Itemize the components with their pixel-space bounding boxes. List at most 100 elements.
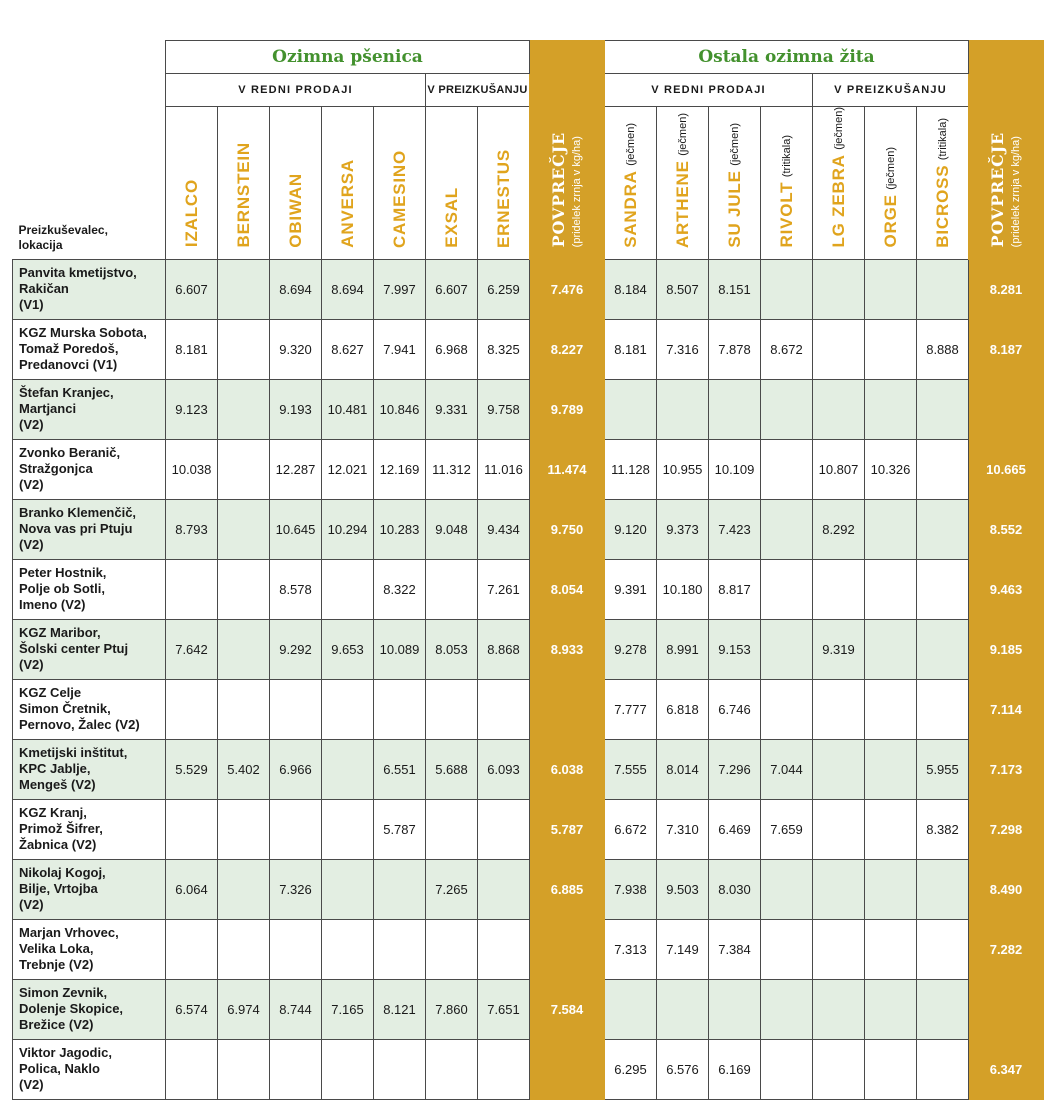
yield-cell xyxy=(477,678,530,740)
yield-cell xyxy=(812,918,865,980)
yield-cell: 6.672 xyxy=(604,798,657,860)
yield-cell xyxy=(760,918,813,980)
variety-crop-type: (ječmen) xyxy=(884,147,897,190)
yield-cell: 8.744 xyxy=(269,978,322,1040)
other-average-cell xyxy=(968,378,1044,440)
yield-cell xyxy=(760,858,813,920)
yield-cell xyxy=(916,918,969,980)
yield-cell: 9.391 xyxy=(604,558,657,620)
tester-location-line: Tomaž Poredoš, xyxy=(19,341,119,357)
yield-cell: 6.607 xyxy=(425,258,478,320)
yield-cell xyxy=(165,798,218,860)
tester-location-line: (V2) xyxy=(19,1077,44,1093)
yield-cell xyxy=(760,258,813,320)
yield-cell: 9.048 xyxy=(425,498,478,560)
wheat-average-cell: 5.787 xyxy=(529,798,605,860)
yield-cell xyxy=(269,918,322,980)
yield-cell: 8.991 xyxy=(656,618,709,680)
yield-cell xyxy=(916,1038,969,1100)
tester-location-line: (V2) xyxy=(19,537,44,553)
variety-name: ERNESTUS xyxy=(493,148,513,248)
yield-cell xyxy=(760,678,813,740)
yield-cell xyxy=(165,678,218,740)
variety-header: ERNESTUS xyxy=(477,106,530,260)
yield-cell: 7.149 xyxy=(656,918,709,980)
wheat-average-header: POVPREČJE (pridelek zrnja v kg/ha) xyxy=(529,40,605,260)
yield-cell xyxy=(321,1038,374,1100)
yield-cell xyxy=(373,858,426,920)
yield-cell: 6.968 xyxy=(425,318,478,380)
yield-cell: 7.555 xyxy=(604,738,657,800)
yield-cell: 12.169 xyxy=(373,438,426,500)
yield-cell: 8.382 xyxy=(916,798,969,860)
yield-cell: 9.373 xyxy=(656,498,709,560)
yield-cell: 9.320 xyxy=(269,318,322,380)
table-row: Viktor Jagodic, Polica, Naklo (V2) 6.295 6.5… xyxy=(12,1038,1044,1100)
yield-cell xyxy=(321,918,374,980)
yield-cell: 10.180 xyxy=(656,558,709,620)
variety-header: OBIWAN xyxy=(269,106,322,260)
tester-location-line: Stražgonjca xyxy=(19,461,93,477)
tester-location: Marjan Vrhovec, Velika Loka, Trebnje (V2) xyxy=(12,918,166,980)
yield-cell: 9.503 xyxy=(656,858,709,920)
tester-location-line: Rakičan xyxy=(19,281,69,297)
yield-cell: 10.283 xyxy=(373,498,426,560)
yield-cell: 7.313 xyxy=(604,918,657,980)
variety-name: OBIWAN xyxy=(285,172,305,248)
table-row: KGZ Celje Simon Čretnik, Pernovo, Žalec (V… xyxy=(12,678,1044,740)
yield-cell: 12.021 xyxy=(321,438,374,500)
yield-cell xyxy=(812,738,865,800)
yield-cell xyxy=(477,918,530,980)
yield-cell xyxy=(217,678,270,740)
table-row: KGZ Maribor, Šolski center Ptuj (V2) 7.642 9… xyxy=(12,618,1044,680)
wheat-average-cell: 7.584 xyxy=(529,978,605,1040)
yield-cell: 6.966 xyxy=(269,738,322,800)
tester-location-line: Šolski center Ptuj xyxy=(19,641,129,657)
variety-header: BICROSS (tritikala) xyxy=(916,106,969,260)
yield-cell: 6.746 xyxy=(708,678,761,740)
yield-cell: 7.384 xyxy=(708,918,761,980)
yield-cell xyxy=(916,258,969,320)
other-average-header: POVPREČJE (pridelek zrnja v kg/ha) xyxy=(968,40,1044,260)
tester-location-line: KGZ Murska Sobota, xyxy=(19,325,147,341)
tester-location: KGZ Maribor, Šolski center Ptuj (V2) xyxy=(12,618,166,680)
yield-cell: 8.181 xyxy=(165,318,218,380)
yield-cell xyxy=(425,918,478,980)
yield-cell: 7.316 xyxy=(656,318,709,380)
yield-cell xyxy=(269,798,322,860)
tester-location: KGZ Murska Sobota, Tomaž Poredoš, Predanov… xyxy=(12,318,166,380)
yield-cell: 8.507 xyxy=(656,258,709,320)
variety-name: RIVOLT xyxy=(776,181,796,248)
tester-location-line: Polica, Naklo xyxy=(19,1061,100,1077)
yield-cell: 8.151 xyxy=(708,258,761,320)
yield-cell: 6.576 xyxy=(656,1038,709,1100)
yield-cell xyxy=(812,258,865,320)
yield-cell: 5.955 xyxy=(916,738,969,800)
yield-cell: 7.642 xyxy=(165,618,218,680)
yield-cell xyxy=(864,258,917,320)
variety-crop-type: (ječmen) xyxy=(728,122,741,166)
yield-cell xyxy=(864,558,917,620)
yield-cell: 9.120 xyxy=(604,498,657,560)
yield-cell xyxy=(864,318,917,380)
yield-cell xyxy=(217,318,270,380)
tester-location-line: Brežice (V2) xyxy=(19,1017,94,1033)
wheat-average-label: POVPREČJE xyxy=(548,132,568,248)
yield-cell: 7.777 xyxy=(604,678,657,740)
yield-cell xyxy=(425,1038,478,1100)
other-average-cell xyxy=(968,978,1044,1040)
yield-cell: 10.807 xyxy=(812,438,865,500)
tester-location: KGZ Kranj, Primož Šifrer, Žabnica (V2) xyxy=(12,798,166,860)
wheat-average-cell xyxy=(529,918,605,980)
tester-location-line: Predanovci (V1) xyxy=(19,357,118,373)
variety-crop-type: (ječmen) xyxy=(624,122,637,166)
yield-cell: 7.938 xyxy=(604,858,657,920)
yield-cell: 6.259 xyxy=(477,258,530,320)
table-row: Marjan Vrhovec, Velika Loka, Trebnje (V2) 7… xyxy=(12,918,1044,980)
yield-cell: 12.287 xyxy=(269,438,322,500)
variety-name: EXSAL xyxy=(441,186,461,248)
yield-cell: 9.193 xyxy=(269,378,322,440)
yield-cell: 6.064 xyxy=(165,858,218,920)
yield-cell: 9.653 xyxy=(321,618,374,680)
tester-location: Viktor Jagodic, Polica, Naklo (V2) xyxy=(12,1038,166,1100)
